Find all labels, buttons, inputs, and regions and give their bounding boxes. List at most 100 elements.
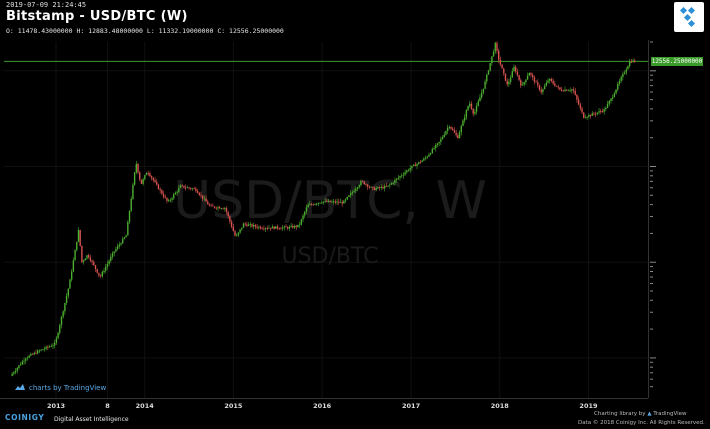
candle-body: [253, 225, 255, 227]
candle-body: [431, 148, 434, 154]
candle: [161, 188, 163, 195]
tradingview-small-icon: ▲: [647, 411, 652, 417]
tradingview-link[interactable]: charts by TradingView: [14, 383, 106, 393]
candle: [583, 112, 585, 119]
candle-body: [513, 66, 515, 72]
candle: [203, 195, 206, 202]
candle: [232, 223, 234, 232]
candle: [564, 86, 566, 92]
candle: [150, 175, 153, 181]
candle: [166, 197, 168, 204]
candle: [351, 190, 354, 196]
watermark: USD/BTC, W USD/BTC: [173, 171, 487, 269]
candle: [244, 222, 246, 227]
candle-body: [329, 200, 331, 203]
candle: [355, 186, 357, 194]
candle: [326, 198, 328, 203]
candle: [385, 182, 388, 187]
candle-body: [106, 263, 109, 267]
candle-body: [99, 275, 102, 277]
candle: [421, 159, 423, 163]
candle: [503, 67, 505, 76]
candle-body: [491, 56, 493, 64]
candle: [450, 126, 452, 131]
candle-body: [298, 224, 301, 226]
candle-body: [157, 184, 160, 190]
candle: [300, 218, 303, 226]
candle-body: [368, 186, 371, 188]
candle: [42, 349, 44, 351]
candle-body: [351, 192, 354, 194]
candle-body: [35, 352, 37, 354]
candle: [263, 225, 265, 231]
candle-body: [395, 178, 398, 181]
candle: [47, 345, 49, 350]
candle: [475, 102, 478, 115]
candle: [496, 41, 498, 54]
candle-body: [135, 163, 138, 173]
candle: [48, 345, 51, 348]
coinigy-logo-icon[interactable]: [674, 2, 704, 32]
candle: [613, 91, 616, 98]
candle: [618, 78, 621, 86]
candle: [494, 41, 496, 54]
candle-body: [307, 204, 309, 208]
candle-body: [210, 205, 212, 207]
candle-body: [560, 89, 563, 91]
candle: [133, 171, 136, 186]
candle: [132, 182, 134, 201]
candle-body: [567, 90, 570, 92]
candle: [591, 111, 593, 116]
candle-body: [589, 114, 592, 116]
candle: [287, 226, 289, 231]
candle-body: [28, 355, 30, 358]
candle-body: [207, 201, 209, 205]
candle-body: [628, 61, 631, 67]
candle-body: [528, 72, 531, 76]
candle: [196, 188, 199, 194]
candle-body: [94, 265, 97, 270]
candle-body: [475, 105, 478, 112]
candle: [64, 302, 66, 315]
candle: [156, 179, 158, 186]
candle-body: [93, 261, 95, 266]
candle-body: [627, 66, 629, 70]
candle-body: [259, 226, 262, 229]
candle: [144, 174, 146, 181]
candle: [535, 80, 537, 83]
candle-body: [133, 172, 136, 185]
candle-body: [50, 346, 52, 348]
candle-body: [183, 185, 185, 188]
candle: [377, 186, 379, 189]
candle-body: [287, 227, 289, 229]
candle: [239, 229, 241, 234]
candle-body: [353, 191, 355, 193]
candle: [419, 159, 422, 164]
candle-body: [191, 188, 194, 190]
candle: [361, 180, 364, 183]
candle-body: [33, 352, 35, 355]
candle: [264, 227, 267, 232]
candle-body: [55, 338, 58, 343]
candle-body: [322, 201, 325, 203]
candle-body: [455, 132, 457, 136]
candle: [270, 227, 272, 231]
candle-body: [273, 226, 275, 229]
candle-body: [57, 332, 59, 339]
candle: [201, 195, 204, 202]
candle-body: [598, 111, 600, 113]
candle: [343, 199, 345, 204]
candle: [523, 81, 525, 87]
candle-body: [256, 226, 258, 228]
candle-body: [258, 226, 260, 228]
candle: [530, 72, 532, 78]
candle-body: [429, 153, 432, 155]
candle: [249, 221, 252, 228]
candle: [484, 79, 486, 90]
candle-body: [139, 172, 141, 180]
y-axis: [648, 40, 649, 398]
candle: [429, 152, 432, 156]
candle: [314, 203, 316, 206]
candle-body: [224, 208, 226, 209]
